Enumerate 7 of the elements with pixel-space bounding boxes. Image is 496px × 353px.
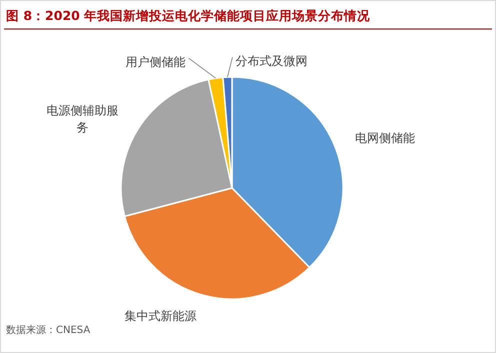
slice-label: 分布式及微网	[235, 54, 308, 68]
source-note: 数据来源：CNESA	[6, 324, 90, 336]
slice-label: 电源侧辅助服务	[46, 104, 119, 135]
slice-label: 集中式新能源	[124, 309, 196, 324]
slice-label: 电网侧储能	[355, 130, 416, 145]
chart-title: 图 8：2020 年我国新增投运电化学储能项目应用场景分布情况	[6, 8, 372, 23]
slice-label: 用户侧储能	[126, 55, 186, 70]
